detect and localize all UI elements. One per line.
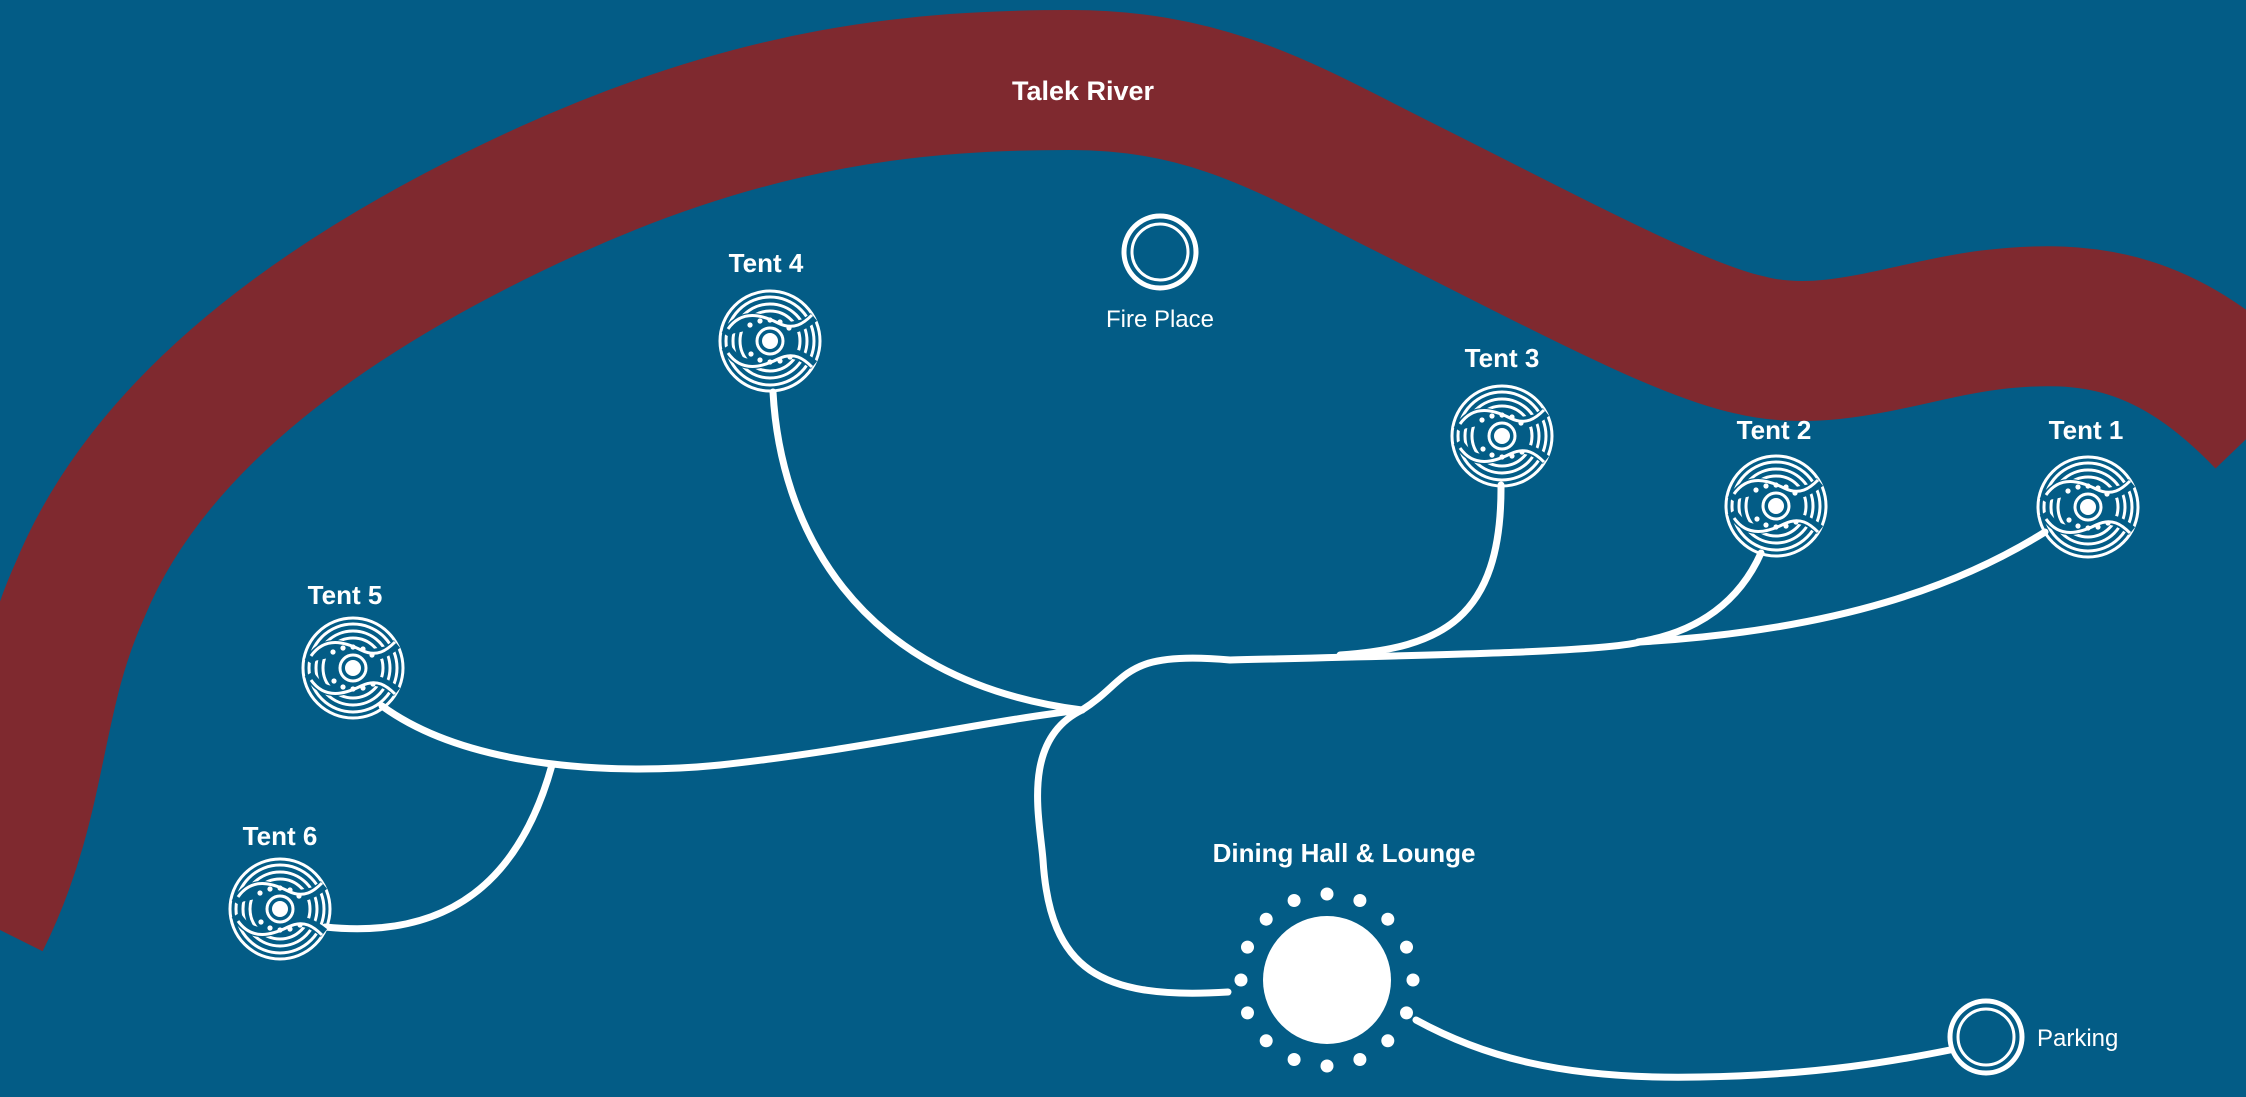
sun-icon <box>1234 887 1420 1073</box>
talek-river <box>0 9 2246 952</box>
tent-1[interactable]: Tent 1 <box>2038 415 2138 557</box>
trail-to-dining <box>1034 706 1232 997</box>
trail-network <box>321 388 2049 1081</box>
dining-hall[interactable]: Dining Hall & Lounge <box>1213 838 1476 1073</box>
ring-icon <box>1121 213 1199 291</box>
tent-emblem-icon <box>720 291 820 391</box>
tent-4-label: Tent 4 <box>729 248 804 278</box>
tent-emblem-icon <box>230 859 330 959</box>
trail-tent2 <box>1634 549 1765 646</box>
river-label: Talek River <box>1012 76 1155 106</box>
sun-dot <box>1287 1053 1301 1066</box>
tent-emblem-icon <box>2038 457 2138 557</box>
sun-dot <box>1381 912 1395 926</box>
trail-tent5-to-hub <box>378 702 1086 773</box>
sun-dot <box>1353 894 1367 907</box>
tent-emblem-icon <box>303 618 403 718</box>
tent-emblem-icon <box>1726 456 1826 556</box>
sun-dot <box>1241 1006 1254 1020</box>
tent-6-label: Tent 6 <box>243 821 318 851</box>
trail-tent6 <box>321 761 556 933</box>
sun-dot <box>1320 887 1334 901</box>
sun-dot <box>1406 973 1420 987</box>
sun-dot <box>1320 1059 1334 1073</box>
tent-1-label: Tent 1 <box>2049 415 2124 445</box>
tent-5[interactable]: Tent 5 <box>303 580 403 718</box>
tent-3[interactable]: Tent 3 <box>1452 343 1552 486</box>
parking-label: Parking <box>2037 1025 2118 1052</box>
tent-2[interactable]: Tent 2 <box>1726 415 1826 556</box>
tent-3-label: Tent 3 <box>1465 343 1540 373</box>
parking[interactable]: Parking <box>1947 998 2118 1076</box>
trail-tent4 <box>769 388 1086 714</box>
tent-5-label: Tent 5 <box>308 580 383 610</box>
trail-main-east <box>1078 528 2049 714</box>
sun-dot <box>1259 1034 1273 1048</box>
tent-2-label: Tent 2 <box>1737 415 1812 445</box>
sun-dot <box>1400 940 1413 954</box>
fire-place[interactable]: Fire Place <box>1106 213 1214 333</box>
sun-dot <box>1353 1053 1367 1066</box>
sun-dot <box>1234 973 1248 987</box>
sun-dot <box>1287 894 1301 907</box>
ring-icon <box>1947 998 2025 1076</box>
sun-dot <box>1259 912 1273 926</box>
sun-dot <box>1400 1006 1413 1020</box>
sun-dot <box>1381 1034 1395 1048</box>
tent-emblem-icon <box>1452 386 1552 486</box>
trail-to-parking <box>1412 1016 1954 1081</box>
trail-tent3 <box>1336 481 1505 659</box>
sun-dot <box>1241 940 1254 954</box>
tent-4[interactable]: Tent 4 <box>720 248 820 391</box>
fire-place-label: Fire Place <box>1106 306 1214 333</box>
dining-label: Dining Hall & Lounge <box>1213 838 1476 868</box>
tent-6[interactable]: Tent 6 <box>230 821 330 959</box>
